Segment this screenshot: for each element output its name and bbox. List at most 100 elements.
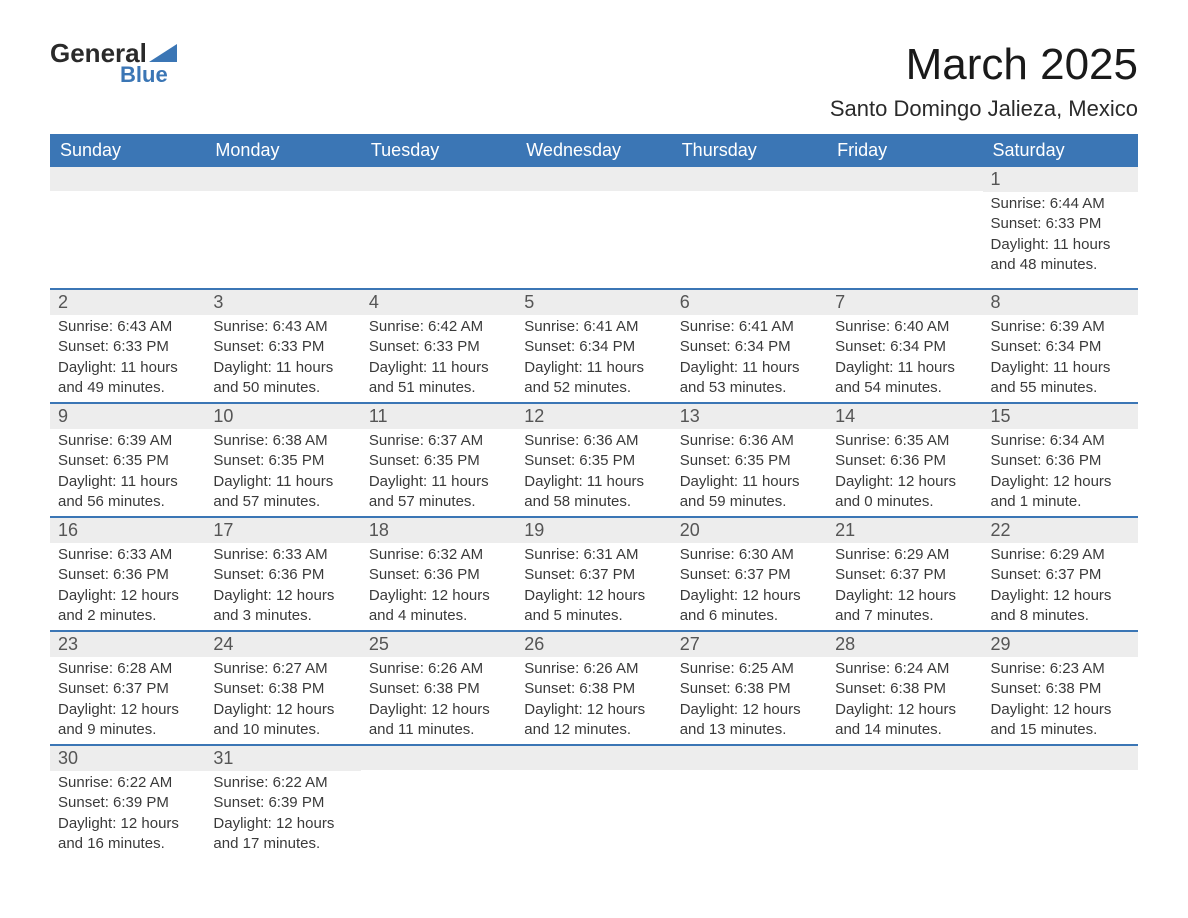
day-number bbox=[516, 167, 671, 191]
daylight-text: Daylight: 12 hours and 3 minutes. bbox=[213, 586, 352, 627]
daylight-text: Daylight: 12 hours and 1 minute. bbox=[991, 472, 1130, 513]
sunrise-text: Sunrise: 6:44 AM bbox=[991, 194, 1130, 214]
day-number: 8 bbox=[983, 290, 1138, 315]
day-cell: 26Sunrise: 6:26 AMSunset: 6:38 PMDayligh… bbox=[516, 631, 671, 745]
day-number bbox=[361, 167, 516, 191]
sunrise-text: Sunrise: 6:43 AM bbox=[213, 317, 352, 337]
day-number: 12 bbox=[516, 404, 671, 429]
sunset-text: Sunset: 6:38 PM bbox=[524, 679, 663, 699]
sunset-text: Sunset: 6:33 PM bbox=[58, 337, 197, 357]
day-cell: 4Sunrise: 6:42 AMSunset: 6:33 PMDaylight… bbox=[361, 289, 516, 403]
day-cell: 23Sunrise: 6:28 AMSunset: 6:37 PMDayligh… bbox=[50, 631, 205, 745]
day-cell: 20Sunrise: 6:30 AMSunset: 6:37 PMDayligh… bbox=[672, 517, 827, 631]
logo-text-sub: Blue bbox=[120, 64, 177, 86]
sunset-text: Sunset: 6:36 PM bbox=[369, 565, 508, 585]
day-details: Sunrise: 6:33 AMSunset: 6:36 PMDaylight:… bbox=[205, 543, 360, 630]
day-cell: 7Sunrise: 6:40 AMSunset: 6:34 PMDaylight… bbox=[827, 289, 982, 403]
sunset-text: Sunset: 6:37 PM bbox=[524, 565, 663, 585]
day-cell: 3Sunrise: 6:43 AMSunset: 6:33 PMDaylight… bbox=[205, 289, 360, 403]
dayheader-thu: Thursday bbox=[672, 134, 827, 167]
daylight-text: Daylight: 11 hours and 55 minutes. bbox=[991, 358, 1130, 399]
daylight-text: Daylight: 11 hours and 57 minutes. bbox=[213, 472, 352, 513]
sunset-text: Sunset: 6:38 PM bbox=[991, 679, 1130, 699]
day-cell: 14Sunrise: 6:35 AMSunset: 6:36 PMDayligh… bbox=[827, 403, 982, 517]
day-details: Sunrise: 6:32 AMSunset: 6:36 PMDaylight:… bbox=[361, 543, 516, 630]
header: General Blue March 2025 Santo Domingo Ja… bbox=[50, 40, 1138, 122]
day-cell: 22Sunrise: 6:29 AMSunset: 6:37 PMDayligh… bbox=[983, 517, 1138, 631]
day-cell: 28Sunrise: 6:24 AMSunset: 6:38 PMDayligh… bbox=[827, 631, 982, 745]
daylight-text: Daylight: 12 hours and 11 minutes. bbox=[369, 700, 508, 741]
daylight-text: Daylight: 12 hours and 4 minutes. bbox=[369, 586, 508, 627]
dayheader-sat: Saturday bbox=[983, 134, 1138, 167]
daylight-text: Daylight: 12 hours and 15 minutes. bbox=[991, 700, 1130, 741]
day-details bbox=[361, 191, 516, 287]
day-details: Sunrise: 6:43 AMSunset: 6:33 PMDaylight:… bbox=[205, 315, 360, 402]
day-cell: 29Sunrise: 6:23 AMSunset: 6:38 PMDayligh… bbox=[983, 631, 1138, 745]
day-cell: 11Sunrise: 6:37 AMSunset: 6:35 PMDayligh… bbox=[361, 403, 516, 517]
day-details: Sunrise: 6:28 AMSunset: 6:37 PMDaylight:… bbox=[50, 657, 205, 744]
sunrise-text: Sunrise: 6:27 AM bbox=[213, 659, 352, 679]
day-details: Sunrise: 6:36 AMSunset: 6:35 PMDaylight:… bbox=[516, 429, 671, 516]
sunset-text: Sunset: 6:38 PM bbox=[369, 679, 508, 699]
location-label: Santo Domingo Jalieza, Mexico bbox=[830, 96, 1138, 122]
sunrise-text: Sunrise: 6:33 AM bbox=[213, 545, 352, 565]
daylight-text: Daylight: 12 hours and 10 minutes. bbox=[213, 700, 352, 741]
day-number: 2 bbox=[50, 290, 205, 315]
sunrise-text: Sunrise: 6:24 AM bbox=[835, 659, 974, 679]
day-number: 23 bbox=[50, 632, 205, 657]
day-number bbox=[672, 167, 827, 191]
sunset-text: Sunset: 6:38 PM bbox=[213, 679, 352, 699]
sunrise-text: Sunrise: 6:39 AM bbox=[58, 431, 197, 451]
day-details: Sunrise: 6:33 AMSunset: 6:36 PMDaylight:… bbox=[50, 543, 205, 630]
day-details: Sunrise: 6:26 AMSunset: 6:38 PMDaylight:… bbox=[361, 657, 516, 744]
day-cell: 31Sunrise: 6:22 AMSunset: 6:39 PMDayligh… bbox=[205, 745, 360, 858]
day-number: 30 bbox=[50, 746, 205, 771]
sunset-text: Sunset: 6:34 PM bbox=[680, 337, 819, 357]
day-details: Sunrise: 6:30 AMSunset: 6:37 PMDaylight:… bbox=[672, 543, 827, 630]
sunrise-text: Sunrise: 6:28 AM bbox=[58, 659, 197, 679]
day-details: Sunrise: 6:41 AMSunset: 6:34 PMDaylight:… bbox=[516, 315, 671, 402]
day-cell: 18Sunrise: 6:32 AMSunset: 6:36 PMDayligh… bbox=[361, 517, 516, 631]
day-cell bbox=[827, 745, 982, 858]
day-details: Sunrise: 6:26 AMSunset: 6:38 PMDaylight:… bbox=[516, 657, 671, 744]
day-number: 13 bbox=[672, 404, 827, 429]
day-details bbox=[361, 770, 516, 850]
day-details bbox=[672, 770, 827, 850]
day-cell bbox=[672, 745, 827, 858]
day-cell bbox=[827, 167, 982, 289]
day-details bbox=[516, 191, 671, 287]
day-cell bbox=[205, 167, 360, 289]
sunset-text: Sunset: 6:35 PM bbox=[369, 451, 508, 471]
day-number bbox=[672, 746, 827, 770]
day-cell: 24Sunrise: 6:27 AMSunset: 6:38 PMDayligh… bbox=[205, 631, 360, 745]
day-number: 25 bbox=[361, 632, 516, 657]
dayheader-mon: Monday bbox=[205, 134, 360, 167]
dayheader-fri: Friday bbox=[827, 134, 982, 167]
day-details: Sunrise: 6:29 AMSunset: 6:37 PMDaylight:… bbox=[983, 543, 1138, 630]
daylight-text: Daylight: 12 hours and 16 minutes. bbox=[58, 814, 197, 855]
sunrise-text: Sunrise: 6:29 AM bbox=[991, 545, 1130, 565]
dayheader-wed: Wednesday bbox=[516, 134, 671, 167]
table-row: 30Sunrise: 6:22 AMSunset: 6:39 PMDayligh… bbox=[50, 745, 1138, 858]
day-details: Sunrise: 6:29 AMSunset: 6:37 PMDaylight:… bbox=[827, 543, 982, 630]
day-number bbox=[205, 167, 360, 191]
day-cell: 10Sunrise: 6:38 AMSunset: 6:35 PMDayligh… bbox=[205, 403, 360, 517]
day-number: 31 bbox=[205, 746, 360, 771]
sunrise-text: Sunrise: 6:32 AM bbox=[369, 545, 508, 565]
day-cell bbox=[672, 167, 827, 289]
logo: General Blue bbox=[50, 40, 177, 86]
daylight-text: Daylight: 11 hours and 54 minutes. bbox=[835, 358, 974, 399]
daylight-text: Daylight: 12 hours and 14 minutes. bbox=[835, 700, 974, 741]
day-details bbox=[516, 770, 671, 850]
sunrise-text: Sunrise: 6:36 AM bbox=[680, 431, 819, 451]
dayheader-sun: Sunday bbox=[50, 134, 205, 167]
sunrise-text: Sunrise: 6:22 AM bbox=[58, 773, 197, 793]
day-details bbox=[827, 191, 982, 287]
day-number bbox=[50, 167, 205, 191]
day-cell: 5Sunrise: 6:41 AMSunset: 6:34 PMDaylight… bbox=[516, 289, 671, 403]
day-details: Sunrise: 6:23 AMSunset: 6:38 PMDaylight:… bbox=[983, 657, 1138, 744]
day-number: 27 bbox=[672, 632, 827, 657]
day-number: 15 bbox=[983, 404, 1138, 429]
daylight-text: Daylight: 11 hours and 51 minutes. bbox=[369, 358, 508, 399]
sunset-text: Sunset: 6:35 PM bbox=[524, 451, 663, 471]
